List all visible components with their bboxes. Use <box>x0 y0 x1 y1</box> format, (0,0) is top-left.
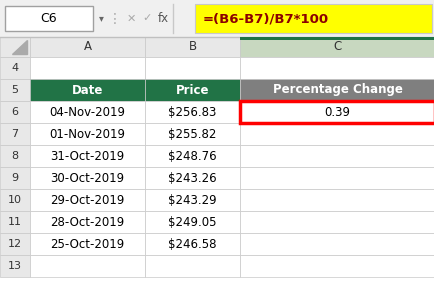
Bar <box>240 211 434 233</box>
Bar <box>30 211 145 233</box>
Bar <box>145 101 240 123</box>
Bar <box>240 189 434 211</box>
Text: 31-Oct-2019: 31-Oct-2019 <box>50 149 124 163</box>
Bar <box>194 4 431 33</box>
Text: 12: 12 <box>8 239 22 249</box>
Text: $246.58: $246.58 <box>168 237 216 250</box>
Bar <box>145 211 240 233</box>
Bar <box>240 101 434 123</box>
Bar <box>0 0 434 37</box>
Bar <box>30 57 145 79</box>
Text: 6: 6 <box>11 107 19 117</box>
Bar <box>145 233 240 255</box>
Polygon shape <box>12 40 27 54</box>
Bar <box>5 6 93 31</box>
Text: 04-Nov-2019: 04-Nov-2019 <box>49 105 125 118</box>
Bar <box>0 255 30 277</box>
Bar <box>145 167 240 189</box>
Text: ▾: ▾ <box>99 14 103 23</box>
Text: fx: fx <box>157 12 168 25</box>
Text: $255.82: $255.82 <box>168 128 216 141</box>
Text: Percentage Change: Percentage Change <box>272 83 401 96</box>
Bar <box>0 123 30 145</box>
Bar <box>240 79 434 101</box>
Bar <box>0 37 434 296</box>
Bar <box>30 37 145 57</box>
Bar <box>0 57 30 79</box>
Text: A: A <box>83 41 91 54</box>
Bar <box>0 37 30 57</box>
Text: 28-Oct-2019: 28-Oct-2019 <box>50 215 124 229</box>
Bar <box>240 233 434 255</box>
Bar <box>30 123 145 145</box>
Bar <box>30 189 145 211</box>
Text: 25-Oct-2019: 25-Oct-2019 <box>50 237 124 250</box>
Bar <box>0 79 30 101</box>
Text: 11: 11 <box>8 217 22 227</box>
Text: 5: 5 <box>11 85 19 95</box>
Bar <box>145 255 240 277</box>
Bar <box>145 37 240 57</box>
Text: 29-Oct-2019: 29-Oct-2019 <box>50 194 125 207</box>
Text: ✓: ✓ <box>142 14 151 23</box>
Text: $248.76: $248.76 <box>168 149 216 163</box>
Bar <box>30 79 145 101</box>
Text: $256.83: $256.83 <box>168 105 216 118</box>
Text: $243.29: $243.29 <box>168 194 216 207</box>
Text: 8: 8 <box>11 151 19 161</box>
Bar <box>0 167 30 189</box>
Bar <box>240 37 434 40</box>
Bar <box>145 189 240 211</box>
Text: 0.39: 0.39 <box>324 105 350 118</box>
Text: ✕: ✕ <box>126 14 135 23</box>
Text: 9: 9 <box>11 173 19 183</box>
Text: 4: 4 <box>11 63 19 73</box>
Text: ⋮: ⋮ <box>108 12 122 25</box>
Text: 7: 7 <box>11 129 19 139</box>
Bar <box>240 37 434 57</box>
Bar <box>30 255 145 277</box>
Text: 13: 13 <box>8 261 22 271</box>
Bar <box>145 79 240 101</box>
Bar <box>30 101 145 123</box>
Bar <box>240 255 434 277</box>
Text: =(B6-B7)/B7*100: =(B6-B7)/B7*100 <box>203 12 329 25</box>
Bar <box>240 123 434 145</box>
Text: C: C <box>332 41 341 54</box>
Text: 01-Nov-2019: 01-Nov-2019 <box>49 128 125 141</box>
Bar <box>30 145 145 167</box>
Bar <box>0 233 30 255</box>
Text: 10: 10 <box>8 195 22 205</box>
Bar <box>240 57 434 79</box>
Text: 30-Oct-2019: 30-Oct-2019 <box>50 171 124 184</box>
Bar <box>30 233 145 255</box>
Bar <box>145 57 240 79</box>
Text: C6: C6 <box>41 12 57 25</box>
Text: $249.05: $249.05 <box>168 215 216 229</box>
Bar <box>240 145 434 167</box>
Bar <box>240 167 434 189</box>
Text: $243.26: $243.26 <box>168 171 216 184</box>
Bar <box>0 189 30 211</box>
Bar <box>0 101 30 123</box>
Text: Date: Date <box>72 83 103 96</box>
Bar <box>30 167 145 189</box>
Bar <box>0 211 30 233</box>
Text: Price: Price <box>175 83 209 96</box>
Bar <box>145 145 240 167</box>
Text: B: B <box>188 41 196 54</box>
Bar <box>0 145 30 167</box>
Bar <box>145 123 240 145</box>
